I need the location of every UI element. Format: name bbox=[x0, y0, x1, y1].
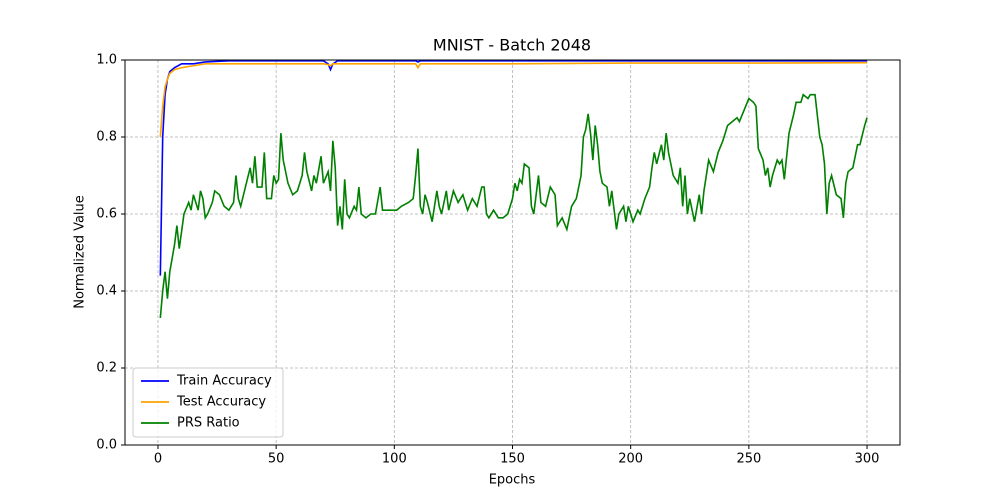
x-tick-label: 150 bbox=[500, 452, 525, 467]
y-tick-label: 1.0 bbox=[96, 53, 117, 68]
chart-title: MNIST - Batch 2048 bbox=[433, 36, 591, 55]
legend: Train Accuracy Test Accuracy PRS Ratio bbox=[132, 367, 284, 438]
legend-box bbox=[132, 367, 284, 438]
x-tick-label: 100 bbox=[382, 452, 407, 467]
line bbox=[159, 61, 868, 138]
y-tick-label: 0.8 bbox=[96, 130, 117, 145]
y-tick-label: 0.6 bbox=[96, 207, 117, 222]
y-tick-label: 0.4 bbox=[96, 284, 117, 299]
line bbox=[159, 93, 868, 319]
x-tick-label: 300 bbox=[855, 452, 880, 467]
x-tick-label: 0 bbox=[154, 452, 162, 467]
y-tick-label: 0.0 bbox=[96, 438, 117, 453]
x-tick-label: 250 bbox=[736, 452, 761, 467]
legend-label: Test Accuracy bbox=[176, 395, 266, 410]
x-tick-label: 50 bbox=[268, 452, 285, 467]
y-axis-label: Normalized Value bbox=[73, 195, 88, 309]
legend-label: Train Accuracy bbox=[176, 374, 272, 389]
y-tick-label: 0.2 bbox=[96, 361, 117, 376]
x-tick-label: 200 bbox=[618, 452, 643, 467]
legend-label: PRS Ratio bbox=[177, 416, 240, 431]
plot-frame bbox=[124, 59, 901, 446]
x-axis-label: Epochs bbox=[489, 473, 536, 488]
